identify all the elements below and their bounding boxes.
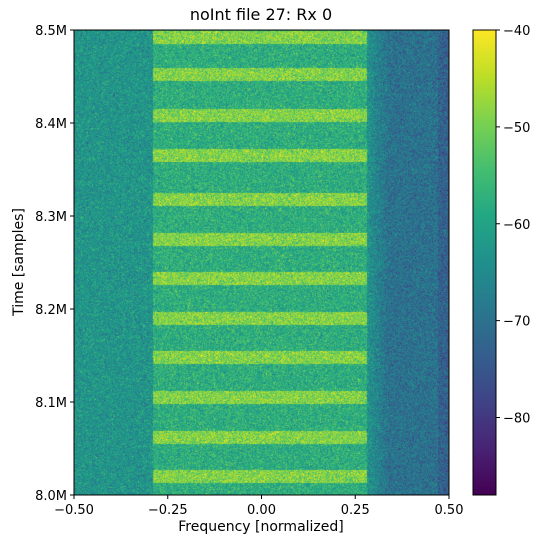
y-tick-label: 8.3M bbox=[35, 210, 67, 225]
x-tick-label: 0.50 bbox=[435, 503, 464, 518]
colorbar-tick-label: −80 bbox=[503, 412, 530, 427]
chart-title: noInt file 27: Rx 0 bbox=[190, 5, 332, 24]
y-axis-label: Time [samples] bbox=[11, 208, 27, 317]
y-tick-label: 8.2M bbox=[35, 303, 67, 318]
colorbar-tick-label: −60 bbox=[503, 218, 530, 233]
y-tick-label: 8.1M bbox=[35, 396, 67, 411]
colorbar-tick-label: −70 bbox=[503, 315, 530, 330]
x-axis-label: Frequency [normalized] bbox=[178, 519, 344, 535]
y-axis: 8.0M 8.1M 8.2M 8.3M 8.4M 8.5M bbox=[35, 24, 74, 504]
colorbar-ticks: −40 −50 −60 −70 −80 bbox=[496, 24, 530, 427]
colorbar-tick-label: −50 bbox=[503, 121, 530, 136]
colorbar: −40 −50 −60 −70 −80 bbox=[472, 24, 530, 496]
spectrogram-plot-area bbox=[73, 29, 450, 496]
y-tick-label: 8.4M bbox=[35, 117, 67, 132]
y-tick-label: 8.5M bbox=[35, 24, 67, 39]
colorbar-tick-label: −40 bbox=[503, 24, 530, 39]
colorbar-gradient bbox=[473, 30, 496, 495]
x-tick-label: 0.25 bbox=[341, 503, 370, 518]
x-tick-label: −0.25 bbox=[148, 503, 188, 518]
colorbar-frame bbox=[472, 29, 497, 496]
x-tick-label: −0.50 bbox=[54, 503, 94, 518]
spectrogram-heatmap bbox=[74, 30, 449, 495]
x-tick-label: 0.00 bbox=[247, 503, 276, 518]
x-axis: −0.50 −0.25 0.00 0.25 0.50 bbox=[54, 495, 463, 518]
y-tick-label: 8.0M bbox=[35, 489, 67, 504]
